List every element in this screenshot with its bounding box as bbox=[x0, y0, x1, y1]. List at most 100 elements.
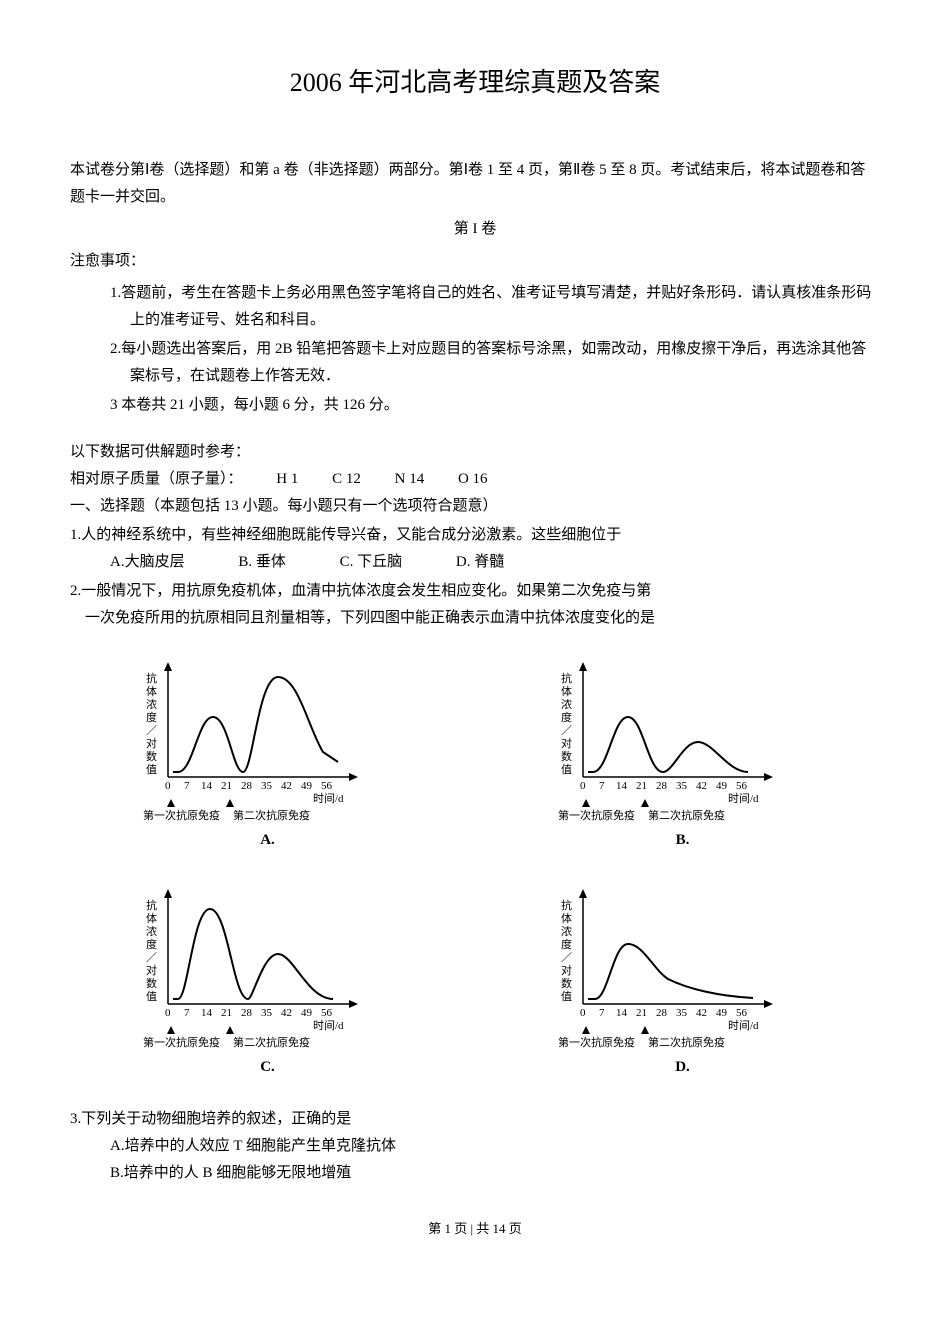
svg-text:42: 42 bbox=[281, 780, 292, 792]
svg-text:／: ／ bbox=[561, 951, 572, 964]
notice-list: 1.答题前，考生在答题卡上务必用黑色签字笔将自己的姓名、准考证号填写清楚，并贴好… bbox=[70, 280, 880, 419]
chart-b: 抗体浓度／对数值 0714212835424956 时间/d 第一次抗原免疫 第… bbox=[505, 657, 860, 854]
charts-grid: 抗 体 浓 度 ／ 对 数 值 0 7 14 21 28 35 42 49 56… bbox=[90, 657, 860, 1081]
svg-text:49: 49 bbox=[301, 1007, 313, 1019]
svg-text:对: 对 bbox=[146, 963, 157, 977]
notice-item: 3 本卷共 21 小题，每小题 6 分，共 126 分。 bbox=[110, 392, 880, 419]
svg-text:第一次抗原免疫: 第一次抗原免疫 bbox=[143, 1035, 220, 1049]
svg-text:抗: 抗 bbox=[561, 671, 572, 685]
notice-header: 注愈事项： bbox=[70, 248, 880, 275]
svg-text:28: 28 bbox=[241, 1007, 253, 1019]
svg-text:7: 7 bbox=[599, 780, 605, 792]
svg-text:抗: 抗 bbox=[146, 898, 157, 912]
svg-text:21: 21 bbox=[636, 780, 647, 792]
section-1-label: 第 I 卷 bbox=[70, 216, 880, 243]
svg-text:时间/d: 时间/d bbox=[313, 792, 344, 805]
svg-text:度: 度 bbox=[146, 710, 157, 724]
svg-text:／: ／ bbox=[146, 951, 157, 964]
svg-text:42: 42 bbox=[281, 1007, 292, 1019]
svg-text:体: 体 bbox=[561, 684, 572, 698]
svg-text:数: 数 bbox=[146, 750, 157, 763]
svg-text:值: 值 bbox=[146, 763, 157, 776]
chart-b-svg: 抗体浓度／对数值 0714212835424956 时间/d 第一次抗原免疫 第… bbox=[553, 657, 813, 822]
svg-text:35: 35 bbox=[261, 1007, 273, 1019]
curve-a bbox=[173, 677, 338, 772]
svg-text:数: 数 bbox=[561, 750, 572, 763]
svg-text:值: 值 bbox=[146, 990, 157, 1003]
section-choice: 一、选择题（本题包括 13 小题。每小题只有一个选项符合题意） bbox=[70, 493, 880, 520]
svg-text:42: 42 bbox=[696, 780, 707, 792]
chart-c-svg: 抗体浓度／对数值 0714212835424956 时间/d 第一次抗原免疫 第… bbox=[138, 884, 398, 1049]
atomic-mass: 相对原子质量（原子量）： H 1 C 12 N 14 O 16 bbox=[70, 466, 880, 493]
option-a: A.培养中的人效应 T 细胞能产生单克隆抗体 bbox=[110, 1133, 880, 1160]
svg-text:0: 0 bbox=[165, 780, 171, 792]
chart-a: 抗 体 浓 度 ／ 对 数 值 0 7 14 21 28 35 42 49 56… bbox=[90, 657, 445, 854]
svg-text:第二次抗原免疫: 第二次抗原免疫 bbox=[648, 808, 725, 822]
curve-c bbox=[173, 909, 333, 999]
svg-text:14: 14 bbox=[201, 1007, 213, 1019]
svg-text:数: 数 bbox=[561, 977, 572, 990]
svg-text:0: 0 bbox=[580, 780, 586, 792]
svg-text:7: 7 bbox=[184, 780, 190, 792]
svg-text:28: 28 bbox=[656, 1007, 668, 1019]
page-title: 2006 年河北高考理综真题及答案 bbox=[70, 60, 880, 107]
reference-label: 以下数据可供解题时参考： bbox=[70, 439, 880, 466]
option-b: B.培养中的人 B 细胞能够无限地增殖 bbox=[110, 1160, 880, 1187]
svg-text:时间/d: 时间/d bbox=[728, 1019, 759, 1032]
option-a: A.大脑皮层 bbox=[110, 549, 185, 576]
page-footer: 第 1 页 | 共 14 页 bbox=[70, 1217, 880, 1240]
option-d: D. 脊髓 bbox=[456, 549, 504, 576]
svg-text:度: 度 bbox=[146, 937, 157, 951]
question-3: 3.下列关于动物细胞培养的叙述，正确的是 bbox=[70, 1106, 880, 1133]
svg-text:35: 35 bbox=[676, 780, 688, 792]
curve-d bbox=[588, 944, 753, 999]
svg-text:49: 49 bbox=[301, 780, 313, 792]
question-2-line2: 一次免疫所用的抗原相同且剂量相等，下列四图中能正确表示血清中抗体浓度变化的是 bbox=[70, 605, 880, 632]
svg-text:0: 0 bbox=[580, 1007, 586, 1019]
y-axis-label: 抗 bbox=[146, 671, 157, 685]
chart-a-label: A. bbox=[260, 827, 275, 854]
question-1: 1.人的神经系统中，有些神经细胞既能传导兴奋，又能合成分泌激素。这些细胞位于 bbox=[70, 522, 880, 549]
svg-text:49: 49 bbox=[716, 1007, 728, 1019]
chart-b-label: B. bbox=[676, 827, 690, 854]
chart-d: 抗体浓度／对数值 0714212835424956 时间/d 第一次抗原免疫 第… bbox=[505, 884, 860, 1081]
svg-text:0: 0 bbox=[165, 1007, 171, 1019]
svg-text:数: 数 bbox=[146, 977, 157, 990]
svg-text:第一次抗原免疫: 第一次抗原免疫 bbox=[558, 808, 635, 822]
svg-text:21: 21 bbox=[221, 1007, 232, 1019]
svg-text:14: 14 bbox=[616, 1007, 628, 1019]
option-b: B. 垂体 bbox=[238, 549, 286, 576]
svg-text:浓: 浓 bbox=[561, 698, 572, 711]
curve-b bbox=[588, 717, 748, 772]
svg-text:28: 28 bbox=[656, 780, 668, 792]
svg-text:第一次抗原免疫: 第一次抗原免疫 bbox=[558, 1035, 635, 1049]
svg-text:56: 56 bbox=[736, 780, 748, 792]
svg-text:对: 对 bbox=[561, 963, 572, 977]
svg-text:42: 42 bbox=[696, 1007, 707, 1019]
svg-text:／: ／ bbox=[561, 724, 572, 737]
svg-text:第二次抗原免疫: 第二次抗原免疫 bbox=[233, 1035, 310, 1049]
notice-item: 1.答题前，考生在答题卡上务必用黑色签字笔将自己的姓名、准考证号填写清楚，并贴好… bbox=[110, 280, 880, 334]
atomic-mass-label: 相对原子质量（原子量）： bbox=[70, 471, 243, 487]
question-3-options: A.培养中的人效应 T 细胞能产生单克隆抗体 B.培养中的人 B 细胞能够无限地… bbox=[70, 1133, 880, 1187]
svg-text:值: 值 bbox=[561, 990, 572, 1003]
question-2-line1: 2.一般情况下，用抗原免疫机体，血清中抗体浓度会发生相应变化。如果第二次免疫与第 bbox=[70, 578, 880, 605]
svg-text:49: 49 bbox=[716, 780, 728, 792]
svg-text:体: 体 bbox=[146, 911, 157, 925]
svg-text:第一次抗原免疫: 第一次抗原免疫 bbox=[143, 808, 220, 822]
chart-d-svg: 抗体浓度／对数值 0714212835424956 时间/d 第一次抗原免疫 第… bbox=[553, 884, 813, 1049]
svg-text:35: 35 bbox=[676, 1007, 688, 1019]
svg-text:抗: 抗 bbox=[561, 898, 572, 912]
svg-text:56: 56 bbox=[321, 780, 333, 792]
svg-text:第二次抗原免疫: 第二次抗原免疫 bbox=[648, 1035, 725, 1049]
atomic-mass-n: N 14 bbox=[395, 471, 425, 487]
svg-text:35: 35 bbox=[261, 780, 273, 792]
notice-item: 2.每小题选出答案后，用 2B 铅笔把答题卡上对应题目的答案标号涂黑，如需改动，… bbox=[110, 336, 880, 390]
svg-text:浓: 浓 bbox=[146, 925, 157, 938]
svg-text:对: 对 bbox=[146, 736, 157, 750]
svg-text:时间/d: 时间/d bbox=[313, 1019, 344, 1032]
svg-text:7: 7 bbox=[599, 1007, 605, 1019]
intro-text: 本试卷分第Ⅰ卷（选择题）和第 a 卷（非选择题）两部分。第Ⅰ卷 1 至 4 页，… bbox=[70, 157, 880, 211]
chart-c: 抗体浓度／对数值 0714212835424956 时间/d 第一次抗原免疫 第… bbox=[90, 884, 445, 1081]
svg-text:21: 21 bbox=[636, 1007, 647, 1019]
